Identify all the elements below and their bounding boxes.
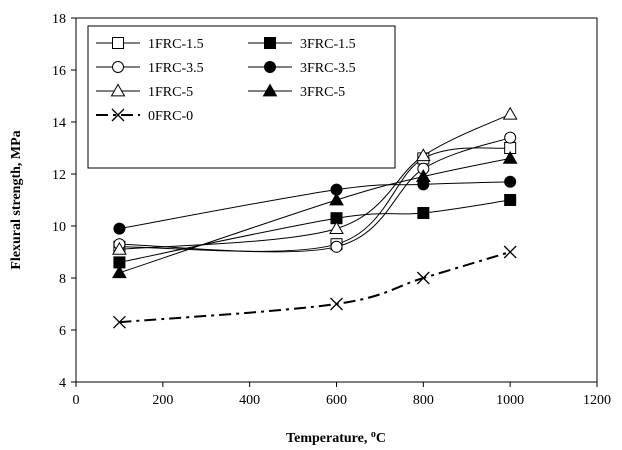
data-point xyxy=(113,222,126,235)
y-tick-label: 10 xyxy=(52,220,66,235)
y-axis-title: Flexural strength, MPa xyxy=(9,130,24,269)
data-point xyxy=(112,315,126,329)
data-point xyxy=(416,271,430,285)
data-point xyxy=(504,194,517,206)
legend-marker xyxy=(110,83,126,97)
legend-entry: 1FRC-5 xyxy=(96,83,193,100)
legend-entry: 3FRC-1.5 xyxy=(248,37,356,52)
legend-label: 1FRC-1.5 xyxy=(148,37,204,52)
data-point xyxy=(415,148,431,162)
data-point xyxy=(329,192,344,206)
series-line xyxy=(119,181,511,230)
series-line xyxy=(119,147,511,252)
series-3FRC-5 xyxy=(112,150,518,279)
series-layer xyxy=(112,106,518,329)
legend-marker xyxy=(262,83,278,97)
data-point xyxy=(415,169,431,182)
legend-marker xyxy=(112,61,124,73)
legend: 1FRC-1.5 3FRC-1.5 1FRC-3.5 3FRC-3.5 1FRC-5 3F… xyxy=(87,25,396,169)
legend-entry: 0FRC-0 xyxy=(96,108,193,124)
series-line xyxy=(119,113,511,250)
data-point xyxy=(504,131,517,144)
y-tick-label: 8 xyxy=(59,272,66,287)
data-point xyxy=(112,265,127,279)
data-point xyxy=(504,175,517,188)
legend-label: 3FRC-1.5 xyxy=(300,37,356,52)
legend-label: 3FRC-5 xyxy=(300,85,345,100)
legend-marker xyxy=(264,61,276,73)
legend-label: 0FRC-0 xyxy=(148,109,193,124)
legend-entry: 1FRC-3.5 xyxy=(96,61,204,76)
series-line xyxy=(119,137,511,253)
series-1FRC-5 xyxy=(112,106,518,255)
data-point xyxy=(330,297,343,311)
series-0FRC-0 xyxy=(112,245,517,329)
legend-marker xyxy=(111,108,125,122)
x-tick-label: 600 xyxy=(326,393,347,408)
data-point xyxy=(417,207,430,219)
legend-label: 1FRC-5 xyxy=(148,85,193,100)
x-tick-label: 1000 xyxy=(496,393,524,408)
data-point xyxy=(330,240,343,253)
series-1FRC-3.5 xyxy=(113,131,517,253)
data-point xyxy=(503,245,517,259)
data-point xyxy=(502,106,518,120)
x-axis-title: Temperature, oC xyxy=(286,429,386,447)
legend-label: 1FRC-3.5 xyxy=(148,61,204,76)
series-3FRC-1.5 xyxy=(113,194,517,269)
series-line xyxy=(119,199,511,263)
data-point xyxy=(329,221,344,234)
legend-label: 3FRC-3.5 xyxy=(300,61,356,76)
x-tick-label: 800 xyxy=(413,393,434,408)
legend-box xyxy=(87,25,396,169)
legend-marker xyxy=(264,37,276,49)
y-tick-label: 12 xyxy=(52,168,66,183)
y-tick-label: 6 xyxy=(59,324,66,339)
data-point xyxy=(502,150,518,164)
y-tick-label: 18 xyxy=(52,12,66,27)
y-tick-label: 4 xyxy=(59,376,66,391)
legend-entry: 3FRC-3.5 xyxy=(248,61,356,76)
series-line xyxy=(119,157,511,274)
x-tick-label: 400 xyxy=(239,393,260,408)
x-tick-label: 1200 xyxy=(583,393,611,408)
data-point xyxy=(112,241,127,255)
x-tick-label: 0 xyxy=(73,393,80,408)
y-axis: 4 6 8 10 12 14 16 18 xyxy=(52,12,76,391)
legend-entry: 1FRC-1.5 xyxy=(96,37,204,52)
x-tick-label: 200 xyxy=(152,393,173,408)
legend-entry: 3FRC-5 xyxy=(248,83,345,100)
y-tick-label: 16 xyxy=(52,64,66,79)
series-line xyxy=(119,251,511,324)
legend-marker xyxy=(112,37,124,49)
x-axis: 0 200 400 600 800 1000 1200 xyxy=(73,382,611,408)
y-tick-label: 14 xyxy=(52,116,66,131)
